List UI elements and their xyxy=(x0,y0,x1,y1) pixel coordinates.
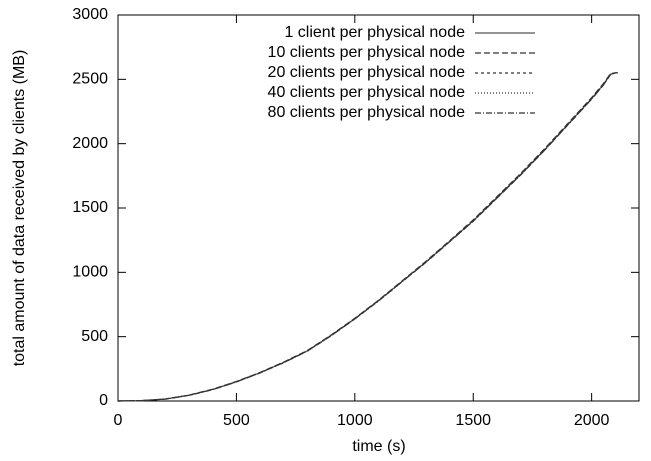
legend-label: 20 clients per physical node xyxy=(268,64,466,81)
legend-label: 10 clients per physical node xyxy=(268,44,466,61)
y-tick-label: 500 xyxy=(81,328,108,345)
series-line xyxy=(117,72,618,402)
series-line xyxy=(117,72,618,402)
y-tick-label: 0 xyxy=(99,392,108,409)
y-tick-label: 3000 xyxy=(72,6,108,23)
series-line xyxy=(117,72,618,402)
y-tick-label: 2500 xyxy=(72,71,108,88)
legend-label: 1 client per physical node xyxy=(284,24,465,41)
x-tick-label: 0 xyxy=(114,412,123,429)
y-axis-label: total amount of data received by clients… xyxy=(11,50,28,367)
x-tick-label: 1500 xyxy=(455,412,491,429)
y-tick-label: 2000 xyxy=(72,135,108,152)
y-tick-label: 1000 xyxy=(72,264,108,281)
x-axis-label: time (s) xyxy=(352,438,405,455)
x-tick-label: 500 xyxy=(223,412,250,429)
x-tick-label: 2000 xyxy=(574,412,610,429)
legend-label: 40 clients per physical node xyxy=(268,84,466,101)
legend-label: 80 clients per physical node xyxy=(268,104,466,121)
series-line xyxy=(117,72,618,402)
y-tick-label: 1500 xyxy=(72,199,108,216)
series-line xyxy=(117,72,618,402)
plot-frame xyxy=(117,14,640,402)
x-tick-label: 1000 xyxy=(337,412,373,429)
